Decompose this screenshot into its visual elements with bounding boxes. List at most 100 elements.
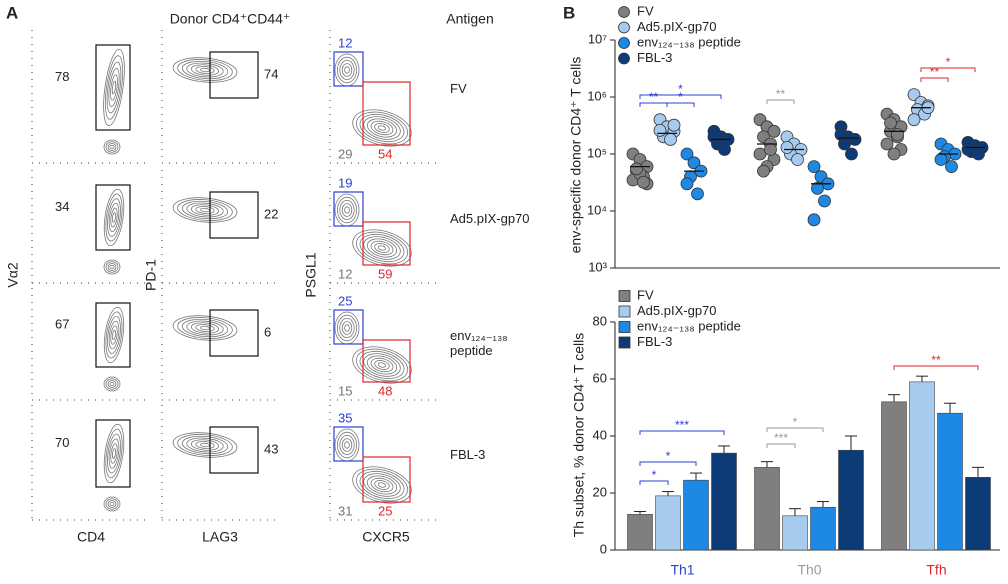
bar xyxy=(937,412,963,551)
contour xyxy=(355,348,409,382)
contour xyxy=(105,141,119,153)
legend-label: FV xyxy=(637,287,654,302)
bar xyxy=(655,495,681,551)
significance-bracket xyxy=(666,102,695,107)
y-tick-label: 10³ xyxy=(588,259,607,274)
y-axis-label: PSGL1 xyxy=(303,252,319,297)
gate xyxy=(209,309,259,357)
contour xyxy=(109,264,115,270)
gate-value: 29 xyxy=(338,146,352,161)
data-point xyxy=(780,141,794,154)
data-point xyxy=(653,123,667,137)
contour xyxy=(366,475,398,495)
contour xyxy=(336,196,357,224)
contour xyxy=(363,116,401,140)
contour xyxy=(103,188,125,247)
contour xyxy=(103,423,125,484)
legend-label: FBL-3 xyxy=(637,50,672,65)
contour xyxy=(105,498,119,510)
data-point xyxy=(945,160,958,174)
significance-bracket xyxy=(639,94,722,99)
legend-marker xyxy=(618,52,630,65)
label-box: env₁₂₄₋₁₃₈ peptide xyxy=(450,328,508,358)
contour xyxy=(186,202,224,218)
gate-value: 12 xyxy=(338,35,352,50)
bar xyxy=(965,477,991,551)
significance-bracket xyxy=(639,461,697,466)
gate-value: 74 xyxy=(264,66,278,81)
data-point xyxy=(807,160,821,174)
contour xyxy=(336,314,357,342)
significance-label: ** xyxy=(649,90,659,104)
contour xyxy=(103,496,121,512)
contour xyxy=(111,80,117,95)
y-axis-label: PD-1 xyxy=(143,259,159,291)
data-point xyxy=(880,137,894,151)
label-box: Ad5.pIX-gp70 xyxy=(450,210,530,226)
data-point xyxy=(757,164,770,178)
significance-bracket xyxy=(766,443,796,448)
gate-value: 22 xyxy=(264,206,278,221)
contour xyxy=(104,55,124,120)
significance-bracket xyxy=(920,77,949,82)
data-point xyxy=(637,175,650,189)
significance-bracket xyxy=(766,427,824,432)
significance-label: * xyxy=(793,415,798,429)
contour xyxy=(107,500,117,508)
x-tick-label: Th0 xyxy=(797,562,821,578)
significance-label: * xyxy=(678,90,683,104)
gate xyxy=(362,339,411,383)
panel-label: B xyxy=(563,3,575,22)
contour xyxy=(110,325,118,345)
gate-value: 19 xyxy=(338,175,352,190)
contour xyxy=(334,428,360,462)
contour xyxy=(107,263,117,271)
bar xyxy=(782,515,808,551)
contour xyxy=(181,60,229,80)
bar xyxy=(627,514,653,551)
significance-bracket xyxy=(639,480,669,485)
significance-label: *** xyxy=(675,418,689,432)
contour xyxy=(359,350,405,380)
data-point xyxy=(691,187,704,201)
significance-bracket xyxy=(766,99,795,104)
contour xyxy=(172,57,238,83)
significance-bracket xyxy=(920,67,976,72)
contour xyxy=(359,233,405,263)
antigen-label: env₁₂₄₋₁₃₈ peptide xyxy=(450,328,508,358)
contour xyxy=(374,480,390,490)
gate xyxy=(362,456,411,503)
contour xyxy=(370,120,394,136)
contour xyxy=(111,448,117,459)
gate xyxy=(333,191,364,227)
bar xyxy=(810,506,836,551)
gate-value: 67 xyxy=(55,316,69,331)
gate xyxy=(333,51,364,87)
data-point xyxy=(680,177,694,191)
contour xyxy=(108,202,120,233)
contour xyxy=(105,193,123,242)
contour xyxy=(172,315,238,341)
bar xyxy=(909,381,935,551)
legend-marker xyxy=(618,290,631,302)
gate-value: 31 xyxy=(338,503,352,518)
data-point xyxy=(791,153,804,166)
y-tick-label: 10⁷ xyxy=(588,31,607,46)
contour xyxy=(334,193,360,227)
contour xyxy=(172,197,238,223)
data-point xyxy=(630,162,643,176)
contour xyxy=(336,431,357,459)
contour xyxy=(370,357,394,373)
y-tick-label: 40 xyxy=(593,427,607,442)
contour xyxy=(186,437,224,453)
contour xyxy=(366,355,398,375)
gate-value: 48 xyxy=(378,383,392,398)
significance-label: * xyxy=(652,468,657,482)
antigen-label: Ad5.pIX-gp70 xyxy=(450,210,530,226)
contour xyxy=(355,111,409,145)
gate-value: 78 xyxy=(55,69,69,84)
significance-bracket xyxy=(639,430,725,435)
contour xyxy=(200,325,210,331)
contour xyxy=(186,62,224,78)
contour xyxy=(355,468,409,502)
